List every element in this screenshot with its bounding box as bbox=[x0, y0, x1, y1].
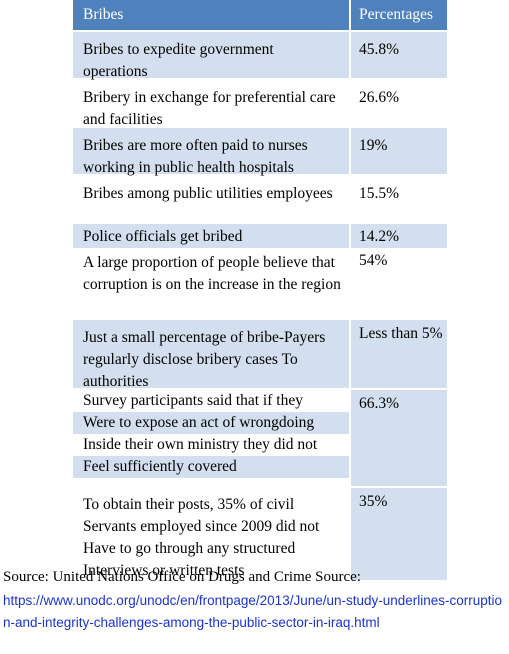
row-label: Just a small percentage of bribe-Payers … bbox=[83, 329, 326, 390]
table-row: Bribes among public utilities employees … bbox=[73, 176, 447, 224]
table-row: Police officials get bribed 14.2% bbox=[73, 224, 447, 250]
table-row: Bribes to expedite government operations… bbox=[73, 32, 447, 80]
table-row: To obtain their posts, 35% of civil Serv… bbox=[73, 488, 447, 582]
row-value: 15.5% bbox=[349, 176, 447, 222]
row-label-line: Survey participants said that if they bbox=[73, 390, 349, 412]
row-label: Survey participants said that if they We… bbox=[73, 390, 349, 486]
table-row: Survey participants said that if they We… bbox=[73, 390, 447, 488]
row-label: Bribery in exchange for preferential car… bbox=[83, 89, 336, 128]
table-row: Just a small percentage of bribe-Payers … bbox=[73, 320, 447, 390]
row-value: 19% bbox=[349, 128, 447, 174]
row-label: A large proportion of people believe tha… bbox=[83, 254, 341, 293]
row-label: Police officials get bribed bbox=[83, 228, 243, 245]
table-row: Bribery in exchange for preferential car… bbox=[73, 80, 447, 128]
source-text: Source: United Nations Office on Drugs a… bbox=[3, 569, 361, 585]
row-value: 45.8% bbox=[349, 32, 447, 78]
row-value: Less than 5% bbox=[349, 320, 447, 388]
table-row: A large proportion of people believe tha… bbox=[73, 250, 447, 320]
row-value: 66.3% bbox=[349, 390, 447, 486]
row-label: To obtain their posts, 35% of civil Serv… bbox=[73, 488, 349, 580]
row-value: 14.2% bbox=[349, 224, 447, 248]
row-label: Bribes are more often paid to nurses wor… bbox=[83, 137, 308, 176]
row-value: 35% bbox=[349, 488, 447, 580]
table-row: Bribes are more often paid to nurses wor… bbox=[73, 128, 447, 176]
header-bribes: Bribes bbox=[83, 6, 124, 23]
row-value: 26.6% bbox=[349, 80, 447, 126]
row-label: Bribes to expedite government operations bbox=[83, 41, 274, 80]
source-link[interactable]: https://www.unodc.org/unodc/en/frontpage… bbox=[3, 593, 503, 630]
bribes-table: Bribes Percentages Bribes to expedite go… bbox=[73, 0, 447, 582]
row-label-line: Feel sufficiently covered bbox=[73, 456, 349, 478]
row-label-line: Inside their own ministry they did not bbox=[73, 434, 349, 456]
row-label: Bribes among public utilities employees bbox=[83, 185, 333, 202]
row-value: 54% bbox=[349, 250, 447, 318]
table-header-row: Bribes Percentages bbox=[73, 0, 447, 32]
row-value-text: 66.3% bbox=[359, 395, 400, 412]
row-label-line: Were to expose an act of wrongdoing bbox=[73, 412, 349, 434]
header-percentages: Percentages bbox=[349, 0, 447, 30]
